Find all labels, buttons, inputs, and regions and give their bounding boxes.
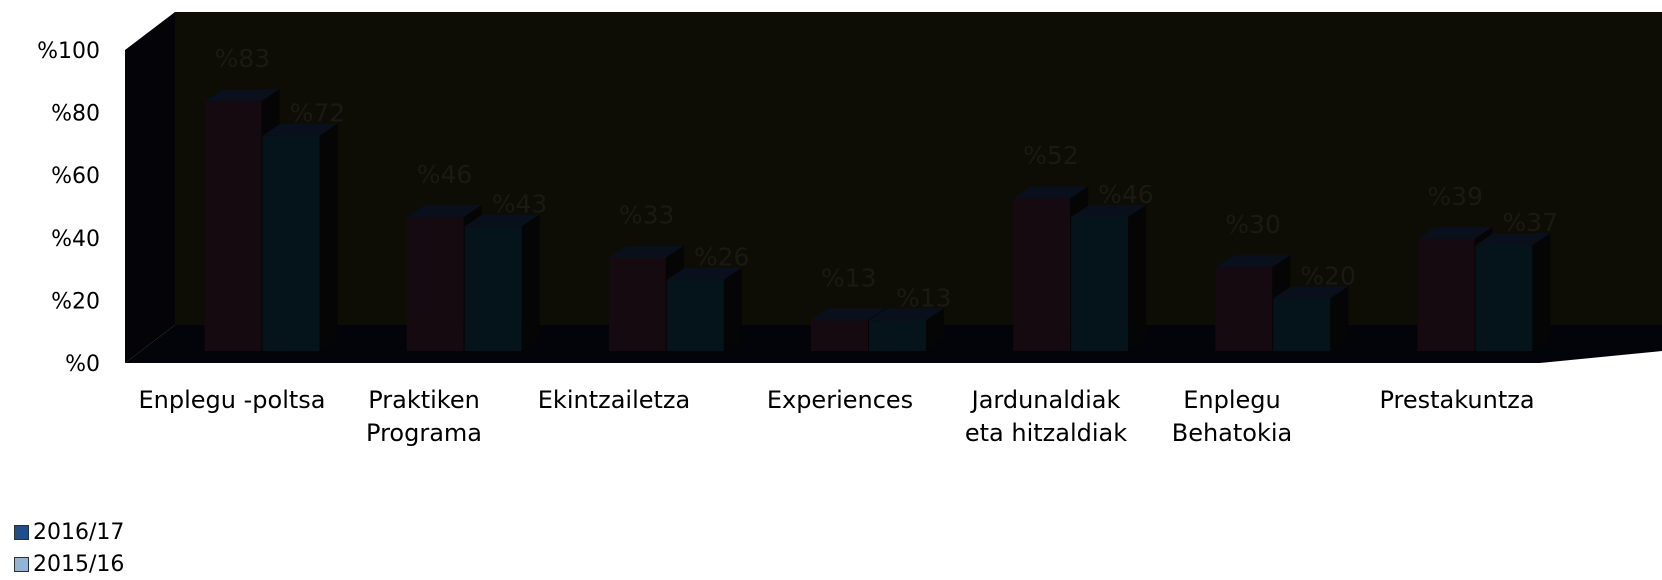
chart-bars	[204, 89, 1551, 352]
bar-1-6	[1475, 233, 1551, 351]
bar-top-0-2	[608, 245, 684, 258]
y-tick-label-3: %60	[51, 164, 100, 189]
bar-front-0-4	[1013, 198, 1071, 351]
bar-top-0-0	[204, 89, 280, 102]
bar-top-1-5	[1273, 286, 1349, 299]
y-tick-label-4: %80	[51, 102, 100, 127]
legend-swatch-2016-17	[14, 524, 29, 540]
bar-top-1-4	[1071, 205, 1147, 218]
data-label-1-6: %37	[1502, 208, 1558, 237]
bar-front-1-5	[1273, 298, 1331, 351]
bar-0-6	[1417, 226, 1493, 351]
x-tick-label-4: Jardunaldiak eta hitzaldiak	[965, 386, 1127, 447]
legend-label-2016-17: 2016/17	[33, 519, 125, 545]
data-label-0-6: %39	[1427, 182, 1483, 211]
data-label-0-4: %52	[1023, 141, 1079, 170]
bar-side-1-0	[319, 123, 338, 351]
bar-front-0-5	[1215, 267, 1273, 351]
data-label-0-2: %33	[619, 201, 675, 230]
bar-front-0-0	[204, 101, 262, 352]
data-label-1-0: %72	[290, 99, 346, 128]
bar-side-1-3	[926, 308, 944, 351]
x-tick-label-6: Prestakuntza	[1379, 386, 1534, 414]
bar-side-1-4	[1128, 205, 1147, 351]
legend-item-2016-17: 2016/17	[14, 516, 124, 548]
bar-front-1-0	[262, 135, 320, 351]
y-axis-labels: %0 %20 %40 %60 %80 %100	[37, 39, 100, 377]
x-tick-label-3-line-0: Experiences	[767, 386, 913, 414]
x-tick-label-3: Experiences	[767, 386, 913, 414]
bar-top-0-3	[811, 308, 886, 321]
x-tick-label-6-line-0: Prestakuntza	[1379, 386, 1534, 414]
data-labels: %83 %72 %46 %43 %33 %26 %13 %13 %52 %46 %30 %20 %39%…	[215, 44, 1558, 312]
y-tick-label-0: %0	[65, 352, 100, 377]
data-label-0-1: %46	[417, 160, 473, 189]
bar-front-1-6	[1475, 245, 1533, 351]
bar-top-0-4	[1013, 186, 1089, 199]
data-label-0-5: %30	[1225, 210, 1281, 239]
bar-front-1-4	[1071, 217, 1129, 351]
y-tick-label-5: %100	[37, 39, 100, 64]
legend-label-2015-16: 2015/16	[33, 551, 125, 577]
data-label-0-3: %13	[821, 263, 877, 292]
bar-top-1-3	[869, 308, 944, 321]
legend: 2016/17 2015/16	[14, 516, 124, 580]
bar-chart: %0 %20 %40 %60 %80 %100 Enplegu -poltsa Prakti…	[37, 12, 1662, 447]
bar-top-1-0	[262, 123, 338, 136]
y-tick-label-1: %20	[51, 289, 100, 314]
x-tick-label-5: Enplegu Behatokia	[1172, 386, 1293, 447]
bar-side-1-1	[521, 214, 540, 351]
x-tick-label-1-line-0: Praktiken	[368, 386, 480, 414]
bar-1-2	[666, 267, 742, 351]
bar-side-1-6	[1532, 233, 1551, 351]
x-tick-label-0-line-0: Enplegu -poltsa	[139, 386, 326, 414]
data-label-0-0: %83	[215, 44, 271, 73]
bar-top-1-2	[666, 267, 742, 280]
bar-front-0-2	[608, 257, 666, 351]
side-wall	[125, 12, 175, 363]
data-label-1-5: %20	[1300, 261, 1356, 290]
x-tick-label-1: Praktiken Programa	[366, 386, 482, 447]
x-tick-label-2: Ekintzailetza	[538, 386, 690, 414]
bar-top-0-1	[406, 205, 482, 218]
x-axis-labels: Enplegu -poltsa Praktiken Programa Ekintzai…	[139, 386, 1535, 447]
bar-side-1-2	[723, 267, 742, 351]
bar-side-1-5	[1330, 286, 1349, 351]
x-tick-label-5-line-0: Enplegu	[1183, 386, 1281, 414]
bar-front-0-3	[811, 320, 868, 351]
bar-top-1-1	[464, 214, 540, 227]
data-label-1-1: %43	[492, 189, 548, 218]
back-wall	[175, 12, 1662, 325]
bar-1-3	[869, 308, 944, 351]
bar-top-1-6	[1475, 233, 1551, 246]
bar-top-0-5	[1215, 255, 1291, 268]
bar-top-0-6	[1417, 226, 1493, 239]
bar-1-4	[1071, 205, 1147, 351]
bar-1-1	[464, 214, 540, 351]
bar-1-0	[262, 123, 338, 351]
data-label-1-3: %13	[896, 283, 952, 312]
bar-front-0-1	[406, 217, 464, 351]
bar-1-5	[1273, 286, 1349, 351]
legend-item-2015-16: 2015/16	[14, 548, 124, 580]
legend-swatch-2015-16	[14, 556, 29, 572]
x-tick-label-5-line-1: Behatokia	[1172, 419, 1293, 447]
bar-front-1-2	[666, 279, 724, 351]
y-tick-label-2: %40	[51, 227, 100, 252]
bar-front-1-3	[869, 320, 926, 351]
x-tick-label-0: Enplegu -poltsa	[139, 386, 326, 414]
x-tick-label-4-line-0: Jardunaldiak	[970, 386, 1121, 414]
x-tick-label-1-line-1: Programa	[366, 419, 482, 447]
bar-front-1-1	[464, 226, 522, 351]
x-tick-label-2-line-0: Ekintzailetza	[538, 386, 690, 414]
data-label-1-2: %26	[694, 243, 750, 272]
data-label-1-4: %46	[1098, 180, 1154, 209]
bar-front-0-6	[1417, 238, 1475, 351]
x-tick-label-4-line-1: eta hitzaldiak	[965, 419, 1127, 447]
